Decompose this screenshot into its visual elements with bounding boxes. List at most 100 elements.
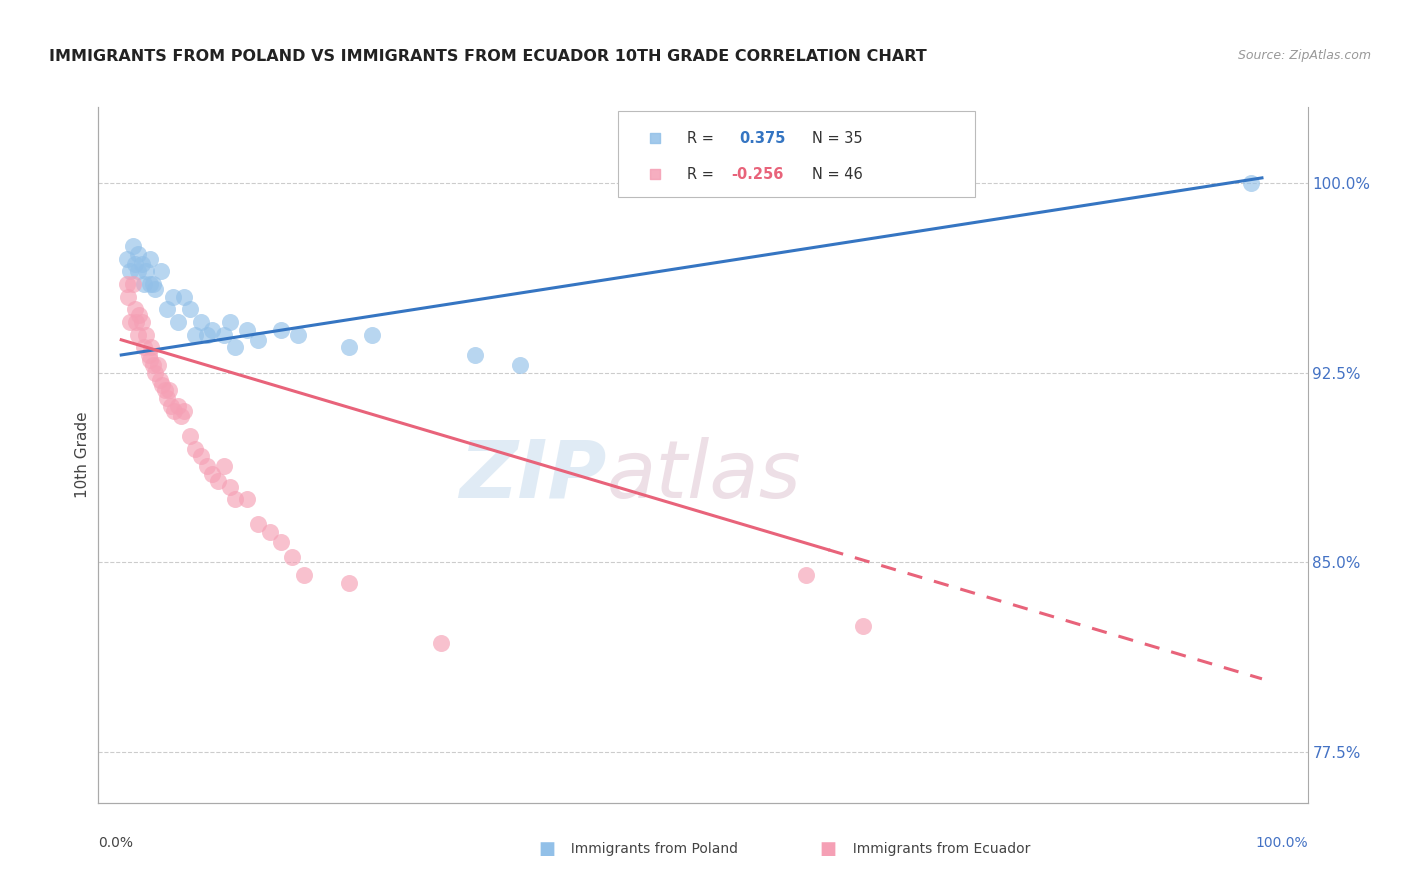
Point bbox=[167, 315, 190, 329]
Point bbox=[190, 315, 212, 329]
Point bbox=[156, 391, 179, 405]
Point bbox=[131, 257, 153, 271]
Point bbox=[509, 358, 531, 372]
Point bbox=[634, 288, 657, 302]
Point bbox=[464, 348, 486, 362]
Point bbox=[212, 459, 235, 474]
Point bbox=[173, 403, 195, 417]
Point bbox=[292, 568, 315, 582]
Point bbox=[195, 327, 218, 342]
Text: R =: R = bbox=[688, 130, 714, 145]
Point bbox=[169, 409, 191, 423]
Point bbox=[139, 340, 162, 354]
Point bbox=[135, 327, 157, 342]
Point bbox=[184, 327, 207, 342]
Point bbox=[235, 492, 257, 507]
Point bbox=[127, 247, 149, 261]
Text: ZIP: ZIP bbox=[458, 437, 606, 515]
Point bbox=[235, 323, 257, 337]
Point bbox=[361, 327, 384, 342]
Y-axis label: 10th Grade: 10th Grade bbox=[75, 411, 90, 499]
Point bbox=[153, 384, 176, 398]
Point bbox=[139, 353, 162, 368]
Point bbox=[117, 290, 139, 304]
Point bbox=[270, 535, 292, 549]
Point bbox=[157, 384, 180, 398]
Point bbox=[184, 442, 207, 456]
Point bbox=[139, 277, 162, 292]
Point bbox=[162, 290, 184, 304]
Text: ■: ■ bbox=[538, 840, 555, 858]
Point bbox=[150, 264, 173, 278]
Point bbox=[259, 525, 281, 540]
Point bbox=[173, 290, 195, 304]
Text: ■: ■ bbox=[820, 840, 837, 858]
Point bbox=[121, 239, 143, 253]
Text: 0.375: 0.375 bbox=[740, 130, 786, 145]
Point bbox=[115, 252, 138, 266]
Point bbox=[127, 264, 149, 278]
Point bbox=[195, 459, 218, 474]
Point bbox=[218, 479, 240, 493]
Point bbox=[218, 315, 240, 329]
Point bbox=[1239, 176, 1261, 190]
Point bbox=[337, 575, 360, 590]
Point bbox=[634, 419, 657, 434]
Point bbox=[145, 366, 167, 380]
Point bbox=[167, 399, 190, 413]
Point bbox=[139, 252, 162, 266]
Point bbox=[201, 467, 224, 481]
Point bbox=[124, 257, 146, 271]
Point bbox=[212, 327, 235, 342]
Text: 0.0%: 0.0% bbox=[98, 836, 134, 850]
Point bbox=[150, 378, 173, 392]
Point bbox=[247, 517, 270, 532]
Point bbox=[127, 327, 149, 342]
Point bbox=[145, 282, 167, 296]
Point bbox=[794, 568, 817, 582]
Text: atlas: atlas bbox=[606, 437, 801, 515]
Point bbox=[120, 264, 142, 278]
Point bbox=[160, 399, 183, 413]
Point bbox=[179, 302, 201, 317]
Point bbox=[179, 429, 201, 443]
Point bbox=[247, 333, 270, 347]
Point bbox=[163, 403, 186, 417]
Point bbox=[337, 340, 360, 354]
Text: R =: R = bbox=[688, 167, 714, 181]
Text: Immigrants from Ecuador: Immigrants from Ecuador bbox=[844, 842, 1031, 856]
Point bbox=[124, 302, 146, 317]
Point bbox=[224, 340, 246, 354]
Point bbox=[270, 323, 292, 337]
Point bbox=[281, 550, 304, 565]
Text: -0.256: -0.256 bbox=[731, 167, 783, 181]
Text: IMMIGRANTS FROM POLAND VS IMMIGRANTS FROM ECUADOR 10TH GRADE CORRELATION CHART: IMMIGRANTS FROM POLAND VS IMMIGRANTS FRO… bbox=[49, 49, 927, 64]
Point bbox=[201, 323, 224, 337]
Point bbox=[429, 636, 451, 650]
Point bbox=[132, 340, 155, 354]
Point bbox=[224, 492, 246, 507]
Point bbox=[120, 315, 142, 329]
Point bbox=[125, 315, 148, 329]
Point bbox=[156, 302, 179, 317]
Point bbox=[149, 373, 172, 387]
Point bbox=[135, 264, 157, 278]
Point bbox=[131, 315, 153, 329]
Point bbox=[132, 277, 155, 292]
Point bbox=[287, 327, 309, 342]
Point bbox=[128, 308, 150, 322]
Point bbox=[852, 618, 875, 632]
Text: N = 46: N = 46 bbox=[811, 167, 862, 181]
Text: Source: ZipAtlas.com: Source: ZipAtlas.com bbox=[1237, 49, 1371, 62]
Point bbox=[138, 348, 160, 362]
Point bbox=[190, 449, 212, 463]
FancyBboxPatch shape bbox=[619, 111, 976, 197]
Point bbox=[121, 277, 143, 292]
Text: 100.0%: 100.0% bbox=[1256, 836, 1308, 850]
Point bbox=[142, 277, 165, 292]
Point bbox=[207, 475, 229, 489]
Point bbox=[146, 358, 169, 372]
Point bbox=[142, 358, 165, 372]
Text: N = 35: N = 35 bbox=[811, 130, 862, 145]
Point bbox=[115, 277, 138, 292]
